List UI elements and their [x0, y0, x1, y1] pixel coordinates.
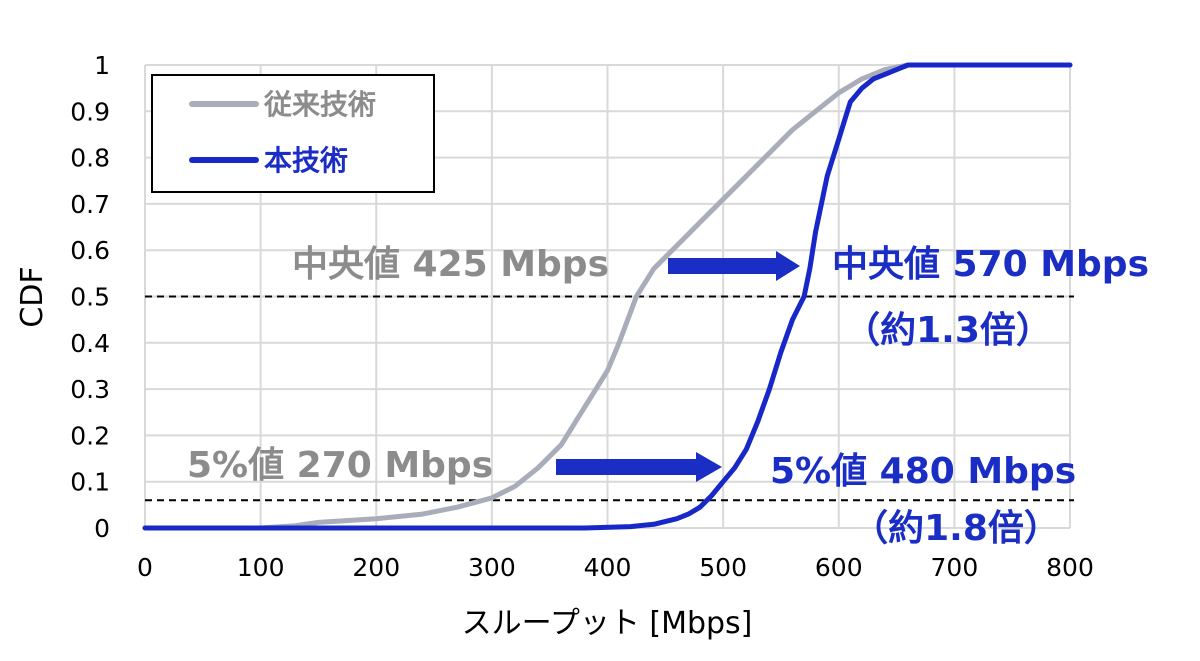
- reference-lines: [145, 295, 1074, 502]
- x-tick-label: 100: [237, 553, 285, 582]
- legend-label-proposed: 本技術: [264, 144, 348, 177]
- y-tick-label: 0.8: [70, 144, 110, 173]
- arrow-median: [668, 251, 800, 281]
- x-tick-label: 200: [352, 553, 400, 582]
- annotation-p5-ratio: （約1.8倍）: [852, 508, 1060, 549]
- annotation-median-ratio: （約1.3倍）: [844, 310, 1052, 351]
- y-tick-label: 0.5: [70, 283, 110, 312]
- annotation-median-conventional: 中央値 425 Mbps: [292, 244, 609, 285]
- series-line-proposed: [142, 62, 1073, 531]
- x-tick-label: 0: [137, 553, 153, 582]
- x-tick-label: 700: [931, 553, 979, 582]
- y-tick-label: 0.3: [70, 375, 110, 404]
- y-tick-label: 1: [94, 51, 110, 80]
- x-tick-label: 800: [1046, 553, 1094, 582]
- annotation-p5-conventional: 5%値 270 Mbps: [187, 445, 493, 486]
- y-tick-label: 0.6: [70, 236, 110, 265]
- grid: [144, 64, 1071, 529]
- series-line-conventional: [142, 62, 1073, 531]
- arrow-p5: [556, 452, 722, 482]
- annotation-p5-proposed: 5%値 480 Mbps: [770, 451, 1076, 492]
- y-tick-label: 0.2: [70, 421, 110, 450]
- y-tick-label: 0: [94, 514, 110, 543]
- y-tick-label: 0.7: [70, 190, 110, 219]
- x-tick-label: 400: [584, 553, 632, 582]
- x-tick-label: 500: [699, 553, 747, 582]
- y-axis-label: CDF: [15, 266, 50, 327]
- y-tick-label: 0.9: [70, 97, 110, 126]
- annotation-median-proposed: 中央値 570 Mbps: [832, 244, 1149, 285]
- x-tick-label: 600: [815, 553, 863, 582]
- legend-box: [151, 74, 435, 193]
- tick-labels: 0 100 200 300 400 500 600 700 800 0 0.1 0.2 0.3 0.4 0.…: [70, 51, 1094, 582]
- legend: 従来技術 本技術: [151, 74, 435, 193]
- legend-label-conventional: 従来技術: [263, 88, 376, 121]
- x-tick-label: 300: [468, 553, 516, 582]
- y-tick-label: 0.4: [70, 329, 110, 358]
- x-axis-label: スループット [Mbps]: [462, 606, 753, 641]
- y-tick-label: 0.1: [70, 468, 110, 497]
- series: [142, 62, 1073, 531]
